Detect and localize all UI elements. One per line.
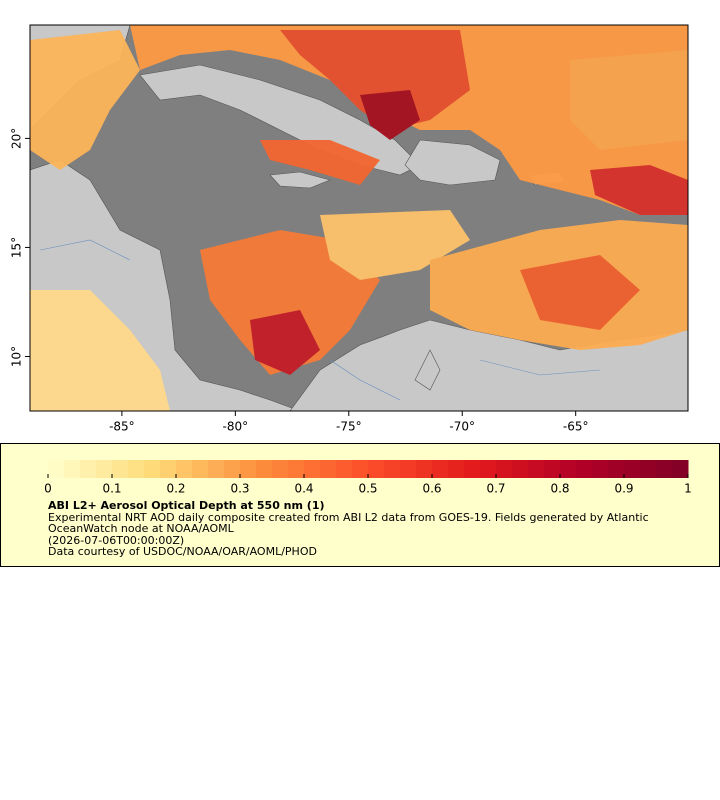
colorbar-cell (144, 460, 161, 478)
legend-title: ABI L2+ Aerosol Optical Depth at 550 nm … (48, 499, 325, 512)
colorbar-cell (656, 460, 673, 478)
x-tick-label: -70° (449, 420, 475, 434)
colorbar-tick-label: 0.9 (614, 482, 633, 496)
x-tick-label: -75° (336, 420, 362, 434)
y-tick-label: 15° (10, 237, 24, 258)
colorbar-cell (624, 460, 641, 478)
colorbar: 0 0.1 0.2 0.3 0.4 0.5 0.6 0.7 0.8 0.9 1 (44, 460, 692, 496)
colorbar-cell (480, 460, 497, 478)
colorbar-tick-label: 0 (44, 482, 52, 496)
colorbar-tick-label: 0.4 (294, 482, 313, 496)
aod-region (30, 30, 140, 170)
colorbar-cell (112, 460, 129, 478)
legend-text: ABI L2+ Aerosol Optical Depth at 550 nm … (48, 500, 688, 558)
aod-region (260, 140, 380, 185)
colorbar-cell (384, 460, 401, 478)
colorbar-cell (128, 460, 145, 478)
colorbar-cell (336, 460, 353, 478)
colorbar-tick-label: 0.5 (358, 482, 377, 496)
colorbar-cell (608, 460, 625, 478)
colorbar-tick-label: 0.2 (166, 482, 185, 496)
x-tick-label: -85° (109, 420, 135, 434)
colorbar-cell (416, 460, 433, 478)
x-tick-label: -80° (223, 420, 249, 434)
colorbar-tick-label: 0.3 (230, 482, 249, 496)
legend-credit: Data courtesy of USDOC/NOAA/OAR/AOML/PHO… (48, 545, 317, 558)
aod-region (280, 30, 470, 130)
x-tick-label: -65° (563, 420, 589, 434)
aod-region (570, 50, 688, 150)
colorbar-cell (320, 460, 337, 478)
colorbar-cell (96, 460, 113, 478)
aod-region (200, 230, 380, 375)
colorbar-cell (272, 460, 289, 478)
y-tick-label: 20° (10, 128, 24, 149)
colorbar-cell (544, 460, 561, 478)
colorbar-tick-label: 0.8 (550, 482, 569, 496)
aod-region (520, 255, 640, 330)
colorbar-cell (256, 460, 273, 478)
colorbar-cell (496, 460, 513, 478)
colorbar-cell (288, 460, 305, 478)
colorbar-cell (208, 460, 225, 478)
colorbar-cell (160, 460, 177, 478)
colorbar-cell (464, 460, 481, 478)
colorbar-cell (560, 460, 577, 478)
map-plot (30, 25, 688, 411)
aod-region (30, 290, 170, 411)
aod-region (590, 165, 688, 215)
colorbar-cell (80, 460, 97, 478)
colorbar-cell (576, 460, 593, 478)
colorbar-cell (448, 460, 465, 478)
aerosol-field (30, 25, 688, 411)
aod-region (250, 310, 320, 375)
colorbar-cell (432, 460, 449, 478)
colorbar-tick-label: 0.7 (486, 482, 505, 496)
colorbar-cell (304, 460, 321, 478)
colorbar-cell (592, 460, 609, 478)
rivers (39, 239, 601, 401)
colorbar-cell (192, 460, 209, 478)
colorbar-cell (368, 460, 385, 478)
plot-frame (29, 24, 689, 412)
legend-time: (2026-07-06T00:00:00Z) (48, 533, 185, 547)
aod-region (360, 90, 420, 140)
colorbar-cell (48, 460, 65, 478)
colorbar-tick-label: 0.1 (102, 482, 121, 496)
y-tick-label: 10° (10, 346, 24, 367)
colorbar-cell (352, 460, 369, 478)
colorbar-cell (240, 460, 257, 478)
colorbar-cell (512, 460, 529, 478)
colorbar-cell (640, 460, 657, 478)
colorbar-tick-label: 0.6 (422, 482, 441, 496)
legend-description: Experimental NRT AOD daily composite cre… (48, 510, 649, 535)
axes: -85° -80° -75° -70° -65° 10° 15° 20° (10, 128, 589, 434)
colorbar-cell (528, 460, 545, 478)
colorbar-cell (176, 460, 193, 478)
colorbar-cell (400, 460, 417, 478)
colorbar-tick-label: 1 (684, 482, 692, 496)
colorbar-cell (64, 460, 81, 478)
colorbar-cell (672, 460, 689, 478)
colorbar-cell (224, 460, 241, 478)
